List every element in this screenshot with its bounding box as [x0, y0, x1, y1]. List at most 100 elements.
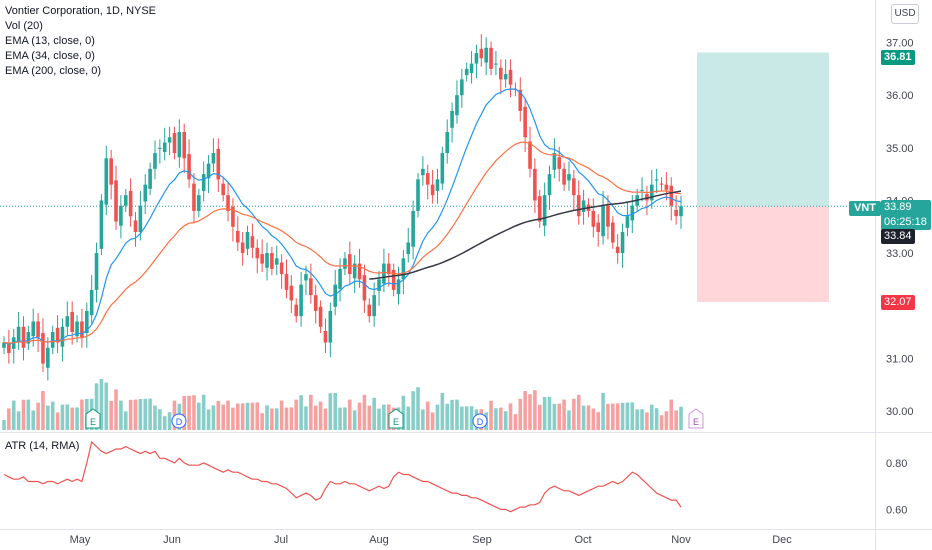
volume-bar	[143, 398, 148, 430]
target-price-tag: 36.81	[881, 50, 915, 65]
candle-body	[401, 258, 406, 280]
candle-body	[421, 168, 425, 176]
volume-bar	[542, 397, 547, 430]
candle-body	[537, 196, 542, 222]
atr-legend[interactable]: ATR (14, RMA)	[5, 440, 80, 452]
volume-bar	[406, 406, 411, 430]
volume-bar	[489, 400, 493, 430]
candle-body	[396, 279, 401, 295]
volume-bar	[318, 401, 323, 430]
volume-bar	[552, 403, 557, 430]
price-tick-label: 35.00	[886, 143, 914, 155]
volume-bar	[265, 405, 269, 430]
volume-bar	[601, 393, 605, 430]
time-tick-label: Oct	[574, 534, 591, 546]
volume-bar	[659, 415, 664, 430]
time-tick-label: Jul	[274, 534, 288, 546]
volume-bar	[158, 409, 162, 430]
candle-body	[270, 253, 274, 269]
candle-body	[591, 210, 596, 227]
candle-body	[7, 342, 11, 354]
candle-body	[265, 253, 269, 268]
candle-body	[192, 183, 196, 211]
candle-body	[601, 205, 605, 237]
candle-body	[372, 295, 376, 317]
earnings-marker	[85, 408, 101, 429]
earnings-marker	[688, 408, 704, 429]
volume-bar	[513, 414, 518, 430]
volume-bar	[11, 400, 16, 430]
volume-bar	[206, 409, 211, 430]
volume-bar	[367, 405, 372, 430]
candle-body	[313, 295, 318, 311]
candle-body	[260, 254, 264, 264]
volume-bar	[21, 399, 26, 430]
candle-body	[148, 168, 152, 189]
candle-body	[304, 274, 308, 281]
volume-bar	[50, 401, 55, 430]
volume-bar	[343, 407, 347, 430]
candle-body	[318, 306, 323, 327]
volume-bar	[576, 394, 581, 430]
volume-bar	[328, 393, 333, 430]
candle-body	[75, 321, 79, 337]
atr-tick-label: 0.60	[886, 504, 907, 516]
volume-bar	[586, 405, 591, 430]
event-marker-label: E	[90, 417, 96, 427]
volume-bar	[245, 402, 250, 430]
candle-body	[128, 190, 133, 217]
candle-body	[333, 284, 337, 307]
volume-bar	[162, 416, 167, 430]
volume-bar	[572, 398, 576, 430]
volume-bar	[197, 402, 201, 430]
volume-bar	[114, 389, 118, 430]
candle-body	[489, 47, 493, 69]
candle-body	[562, 168, 566, 185]
candle-body	[309, 278, 313, 296]
candle-body	[16, 326, 21, 342]
volume-bar	[679, 406, 683, 430]
candle-body	[494, 63, 498, 65]
volume-bar	[635, 409, 639, 430]
time-tick-label: Jun	[163, 534, 181, 546]
candle-body	[240, 242, 245, 254]
candle-body	[479, 48, 484, 59]
volume-bar	[313, 405, 318, 430]
candle-body	[138, 205, 143, 232]
candle-body	[245, 232, 250, 249]
candle-body	[143, 184, 148, 202]
candle-body	[460, 79, 464, 96]
candle-body	[542, 195, 547, 226]
event-marker-label: D	[477, 417, 484, 427]
volume-bar	[416, 387, 420, 430]
volume-bar	[615, 403, 620, 430]
candle-body	[547, 174, 552, 196]
price-tick-label: 36.00	[886, 90, 914, 102]
volume-bar	[411, 391, 415, 430]
candle-body	[377, 279, 381, 291]
candle-body	[328, 310, 333, 343]
candle-body	[158, 147, 162, 149]
volume-bar	[2, 420, 6, 430]
volume-bar	[65, 404, 70, 430]
volume-bar	[348, 399, 352, 430]
volume-bar	[455, 399, 459, 430]
candle-body	[201, 174, 206, 191]
volume-bar	[270, 408, 274, 430]
volume-bar	[503, 411, 508, 430]
candle-body	[274, 258, 279, 265]
volume-bar	[309, 394, 313, 430]
price-tick-label: 37.00	[886, 38, 914, 50]
candle-body	[26, 332, 31, 344]
currency-button[interactable]: USD	[891, 4, 919, 24]
volume-bar	[533, 390, 537, 430]
candle-body	[65, 316, 70, 327]
candle-body	[367, 304, 372, 317]
volume-bar	[591, 408, 596, 430]
candle-body	[109, 158, 113, 185]
candle-body	[104, 158, 109, 205]
candle-body	[567, 174, 571, 181]
candle-body	[484, 47, 488, 63]
candle-body	[80, 321, 84, 338]
